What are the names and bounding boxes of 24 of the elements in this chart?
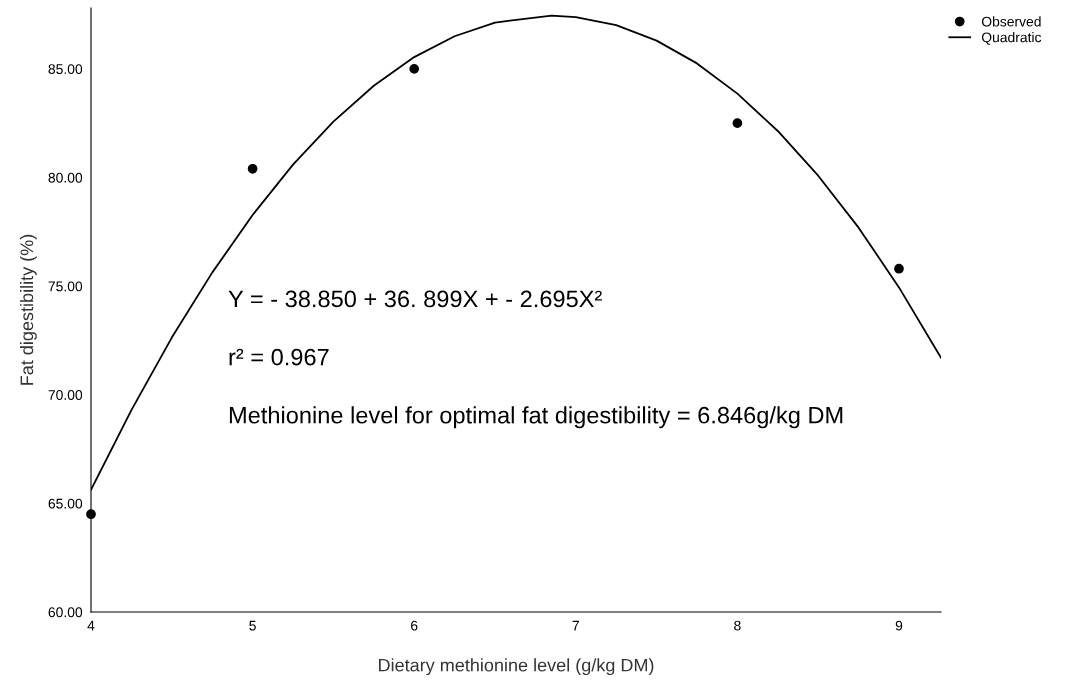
point — [732, 118, 743, 129]
x-tick-label: 9 — [895, 620, 903, 631]
y-tick-label: 65.00 — [48, 498, 83, 509]
point — [86, 509, 96, 520]
legend-label: Quadratic — [981, 32, 1042, 45]
y-tick-label: 60.00 — [48, 607, 83, 618]
x-tick-label: 6 — [411, 620, 418, 631]
x-tick-label: 7 — [572, 620, 579, 631]
y-tick-label: 70.00 — [48, 390, 83, 400]
x-tick-label: 4 — [87, 620, 95, 631]
x-axis-title: Dietary methionine level (g/kg DM) — [379, 658, 654, 676]
x-tick-label: 8 — [734, 620, 741, 631]
point — [409, 63, 420, 74]
y-axis-title: Fat digestibility (%) — [19, 234, 37, 385]
point — [247, 163, 258, 174]
point — [894, 263, 904, 274]
y-tick-label: 85.00 — [48, 64, 83, 74]
y-tick-label: 80.00 — [48, 172, 83, 183]
annotation: Y = - 38.850 + 36. 899X + - 2.695X² — [228, 290, 602, 308]
annotation: r² = 0.967 — [229, 348, 329, 366]
y-tick-label: 75.00 — [48, 281, 83, 292]
legend-label: Observed — [981, 16, 1041, 27]
x-tick-label: 5 — [249, 620, 256, 631]
annotation: Methionine level for optimal fat digestibility = 6.846g/kg DM — [229, 406, 843, 429]
